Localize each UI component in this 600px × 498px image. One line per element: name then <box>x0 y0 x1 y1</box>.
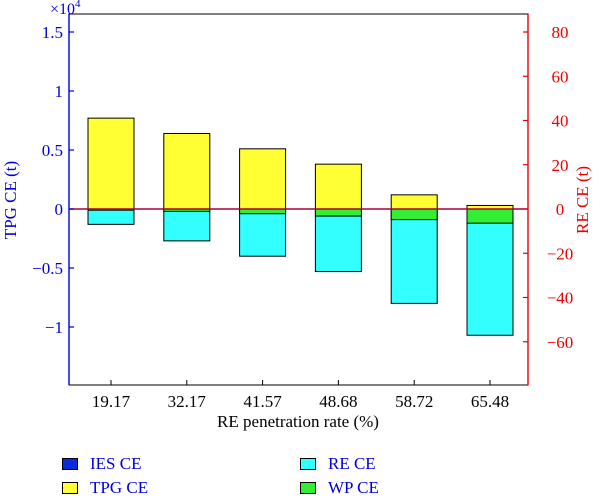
left-tick-label-3: 0.5 <box>42 141 63 160</box>
right-tick-label-6: 60 <box>552 67 569 86</box>
legend-swatch-ies <box>62 458 78 470</box>
bar-wp-ce-4 <box>390 208 438 221</box>
bar-re-ce-5 <box>466 208 514 336</box>
left-tick-label-0: −1 <box>45 318 63 337</box>
legend-label-ies: IES CE <box>90 454 142 473</box>
right-tick-label-3: 0 <box>556 200 565 219</box>
right-tick-label-1: −40 <box>547 289 574 308</box>
bar-tpg-ce-0 <box>87 117 135 210</box>
left-tick-label-1: −0.5 <box>32 259 63 278</box>
right-axis-ticks: −60 −40 −20 0 20 40 60 80 <box>523 23 573 352</box>
right-tick-label-0: −60 <box>547 333 574 352</box>
legend: IES CE TPG CE RE CE WP CE <box>0 448 600 497</box>
bar-tpg-ce-1 <box>163 132 211 210</box>
left-axis-multiplier-exponent: 4 <box>75 0 81 10</box>
bar-wp-ce-5 <box>466 208 514 224</box>
bar-tpg-ce-3 <box>314 163 362 210</box>
left-axis-multiplier-base: ×10 <box>50 1 75 18</box>
legend-label-wp: WP CE <box>328 478 379 497</box>
bar-re-ce-4 <box>390 208 438 304</box>
legend-label-tpg: TPG CE <box>90 478 149 497</box>
right-tick-label-4: 20 <box>552 156 569 175</box>
x-tick-label-0: 19.17 <box>92 392 131 411</box>
right-tick-label-2: −20 <box>547 244 574 263</box>
x-axis-label: RE penetration rate (%) <box>217 412 379 431</box>
x-tick-label-2: 41.57 <box>243 392 282 411</box>
x-tick-label-5: 65.48 <box>471 392 509 411</box>
x-tick-label-1: 32.17 <box>168 392 207 411</box>
bar-re-ce-1 <box>163 208 211 242</box>
legend-swatch-wp <box>300 482 316 494</box>
bar-tpg-ce-4 <box>390 194 438 210</box>
left-axis-ticks: −1 −0.5 0 0.5 1 1.5 <box>32 23 74 337</box>
left-tick-label-2: 0 <box>55 200 64 219</box>
bar-re-ce-2 <box>239 208 287 257</box>
legend-item-tpg: TPG CE <box>62 478 148 498</box>
x-tick-label-3: 48.68 <box>319 392 357 411</box>
bars-layer <box>87 117 514 336</box>
x-axis-ticks: 19.17 32.17 41.57 48.68 58.72 65.48 <box>92 380 509 411</box>
bar-re-ce-3 <box>314 208 362 273</box>
right-tick-label-5: 40 <box>552 112 569 131</box>
legend-item-re: RE CE <box>300 454 376 474</box>
bar-re-ce-0 <box>87 208 135 225</box>
x-tick-label-4: 58.72 <box>395 392 433 411</box>
legend-swatch-re <box>300 458 316 470</box>
right-tick-label-7: 80 <box>552 23 569 42</box>
y-axis-label-left: TPG CE (t) <box>1 161 20 239</box>
legend-swatch-tpg <box>62 482 78 494</box>
legend-item-wp: WP CE <box>300 478 379 498</box>
left-tick-label-5: 1.5 <box>42 23 63 42</box>
legend-label-re: RE CE <box>328 454 376 473</box>
left-tick-label-4: 1 <box>55 82 64 101</box>
plot-area <box>68 13 529 386</box>
left-axis-multiplier: ×104 <box>50 0 81 18</box>
y-axis-label-right: RE CE (t) <box>573 166 592 234</box>
bar-wp-ce-3 <box>314 208 362 217</box>
bar-tpg-ce-2 <box>239 148 287 210</box>
legend-item-ies: IES CE <box>62 454 141 474</box>
